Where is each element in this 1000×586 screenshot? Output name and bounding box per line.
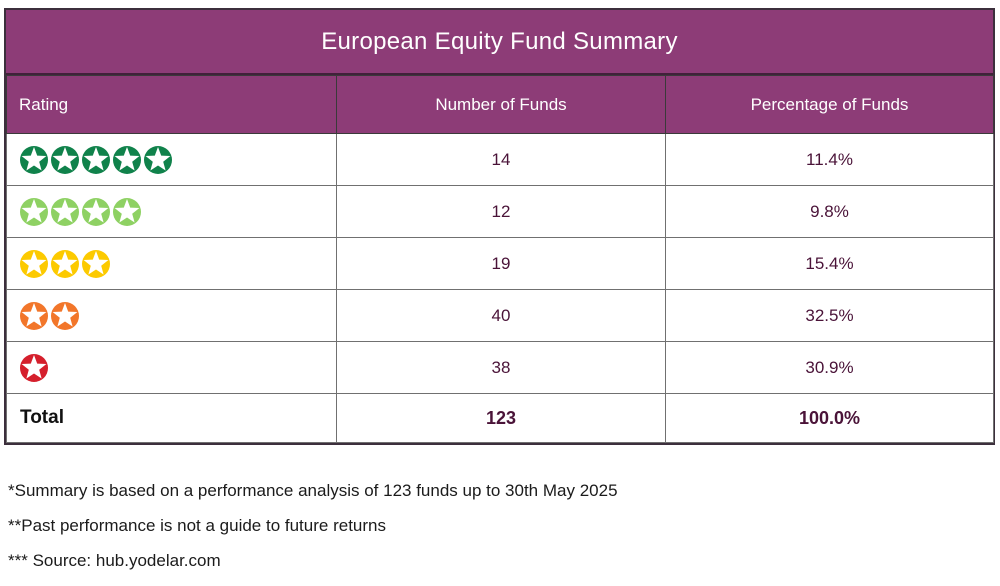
one-star-rating-icon <box>20 353 48 382</box>
total-funds-percent: 100.0% <box>665 393 994 443</box>
total-row: Total 123 100.0% <box>6 393 994 443</box>
column-header-percentage-of-funds: Percentage of Funds <box>665 75 994 134</box>
funds-count-cell: 38 <box>336 341 666 394</box>
table-title-bar: European Equity Fund Summary <box>6 10 993 75</box>
page-title: European Equity Fund Summary <box>321 27 678 55</box>
star-icon <box>20 249 48 278</box>
star-icon <box>20 197 48 226</box>
header-row: Rating Number of Funds Percentage of Fun… <box>6 75 994 134</box>
total-funds-count: 123 <box>336 393 666 443</box>
star-icon <box>51 145 79 174</box>
column-header-rating: Rating <box>6 75 337 134</box>
funds-count-cell: 19 <box>336 237 666 290</box>
three-star-rating-icon <box>20 249 110 278</box>
funds-percent-cell: 30.9% <box>665 341 994 394</box>
star-icon <box>20 301 48 330</box>
star-icon <box>82 249 110 278</box>
funds-percent-cell: 32.5% <box>665 289 994 342</box>
star-icon <box>113 197 141 226</box>
table-row: 14 11.4% <box>6 133 994 186</box>
funds-count-cell: 14 <box>336 133 666 186</box>
star-icon <box>82 145 110 174</box>
star-icon <box>51 301 79 330</box>
four-star-rating-icon <box>20 197 141 226</box>
footnote-summary: *Summary is based on a performance analy… <box>8 481 618 500</box>
two-star-rating-icon <box>20 301 79 330</box>
star-icon <box>82 197 110 226</box>
rating-cell <box>6 133 337 186</box>
footnotes: *Summary is based on a performance analy… <box>8 481 618 586</box>
rating-cell <box>6 341 337 394</box>
star-icon <box>20 145 48 174</box>
star-icon <box>51 249 79 278</box>
fund-summary-table: European Equity Fund Summary Rating Numb… <box>4 8 995 445</box>
funds-percent-cell: 9.8% <box>665 185 994 238</box>
column-header-number-of-funds: Number of Funds <box>336 75 666 134</box>
funds-count-cell: 40 <box>336 289 666 342</box>
table-row: 40 32.5% <box>6 289 994 342</box>
summary-table: Rating Number of Funds Percentage of Fun… <box>6 75 994 443</box>
five-star-rating-icon <box>20 145 172 174</box>
footnote-source: *** Source: hub.yodelar.com <box>8 551 221 570</box>
star-icon <box>113 145 141 174</box>
rating-cell <box>6 237 337 290</box>
table-row: 19 15.4% <box>6 237 994 290</box>
star-icon <box>51 197 79 226</box>
funds-count-cell: 12 <box>336 185 666 238</box>
star-icon <box>144 145 172 174</box>
funds-percent-cell: 11.4% <box>665 133 994 186</box>
table-row: 12 9.8% <box>6 185 994 238</box>
total-label: Total <box>6 393 337 443</box>
star-icon <box>20 353 48 382</box>
footnote-past-performance: **Past performance is not a guide to fut… <box>8 516 386 535</box>
table-row: 38 30.9% <box>6 341 994 394</box>
funds-percent-cell: 15.4% <box>665 237 994 290</box>
rating-cell <box>6 289 337 342</box>
rating-cell <box>6 185 337 238</box>
